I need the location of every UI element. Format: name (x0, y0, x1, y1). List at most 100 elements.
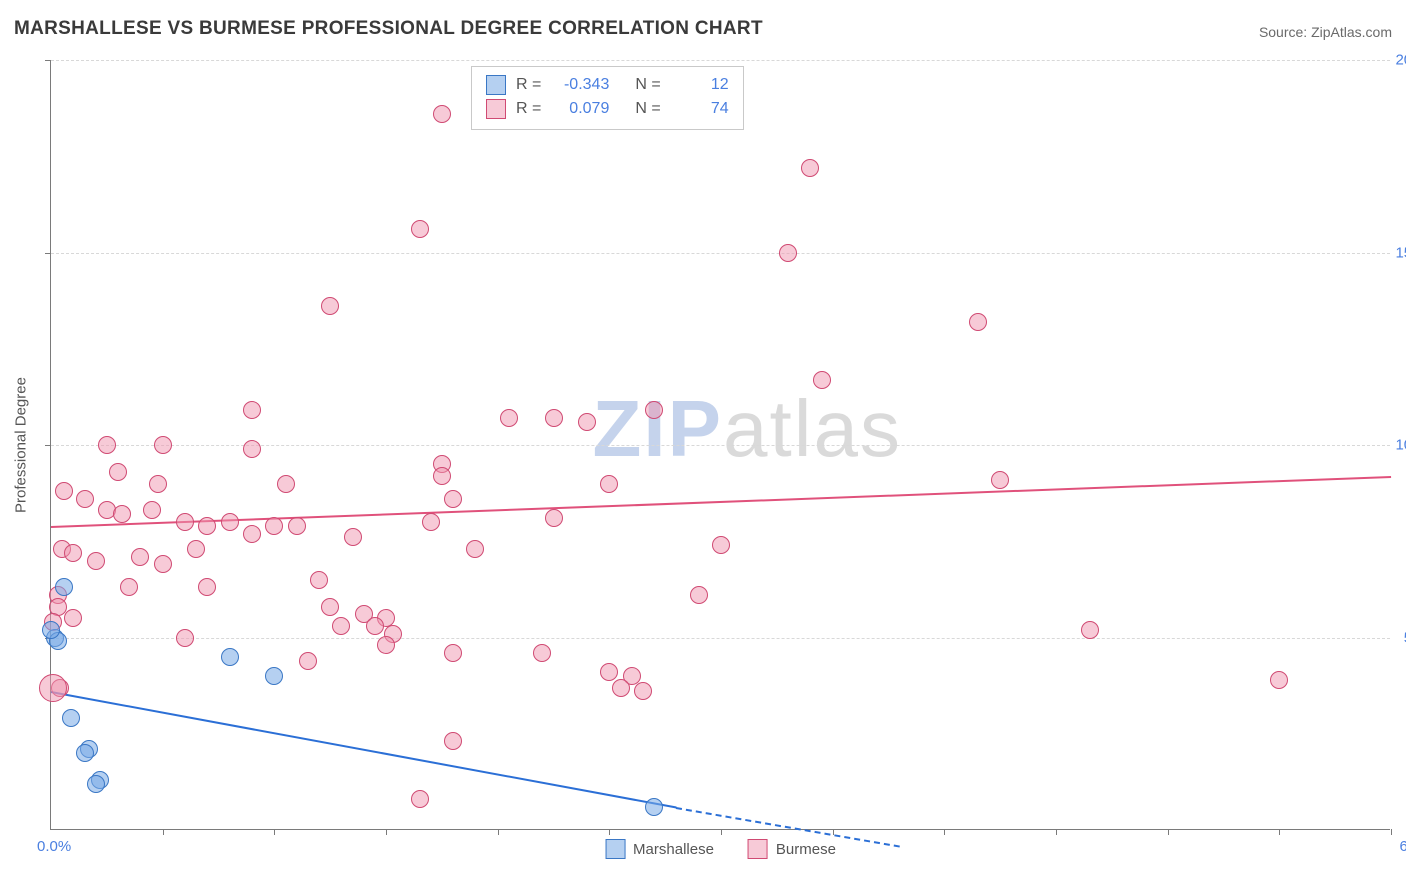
trend-line (51, 691, 677, 808)
series-legend: Marshallese Burmese (605, 839, 836, 859)
data-point-burmese (176, 513, 194, 531)
r-label: R = (516, 97, 541, 121)
data-point-burmese (113, 505, 131, 523)
data-point-burmese (243, 525, 261, 543)
data-point-burmese (87, 552, 105, 570)
x-tick (498, 829, 499, 835)
chart-source: Source: ZipAtlas.com (1259, 24, 1392, 40)
legend-item-burmese: Burmese (748, 839, 836, 859)
x-tick (1168, 829, 1169, 835)
data-point-burmese (176, 629, 194, 647)
y-tick-label: 5.0% (1382, 629, 1406, 646)
x-axis-origin-label: 0.0% (37, 838, 71, 855)
data-point-burmese (634, 682, 652, 700)
data-point-burmese (444, 732, 462, 750)
y-tick-label: 10.0% (1382, 437, 1406, 454)
data-point-burmese (187, 540, 205, 558)
data-point-burmese (154, 436, 172, 454)
data-point-burmese (64, 544, 82, 562)
data-point-burmese (969, 313, 987, 331)
data-point-burmese (198, 517, 216, 535)
data-point-marshallese (645, 798, 663, 816)
data-point-burmese (533, 644, 551, 662)
data-point-burmese (332, 617, 350, 635)
data-point-burmese (221, 513, 239, 531)
data-point-burmese (645, 401, 663, 419)
data-point-burmese (433, 467, 451, 485)
data-point-burmese (55, 482, 73, 500)
data-point-burmese (1270, 671, 1288, 689)
n-label: N = (635, 97, 660, 121)
legend-label: Burmese (776, 841, 836, 858)
trend-line (51, 476, 1391, 528)
data-point-burmese (288, 517, 306, 535)
data-point-burmese (411, 790, 429, 808)
data-point-burmese (545, 509, 563, 527)
r-label: R = (516, 73, 541, 97)
data-point-marshallese (76, 744, 94, 762)
x-tick (721, 829, 722, 835)
data-point-burmese (131, 548, 149, 566)
data-point-burmese (690, 586, 708, 604)
data-point-burmese (76, 490, 94, 508)
data-point-burmese (545, 409, 563, 427)
gridline (51, 638, 1390, 639)
data-point-burmese (779, 244, 797, 262)
r-value: 0.079 (551, 97, 609, 121)
legend-item-marshallese: Marshallese (605, 839, 714, 859)
data-point-burmese (321, 598, 339, 616)
swatch-burmese-icon (486, 99, 506, 119)
data-point-burmese (109, 463, 127, 481)
data-point-burmese (299, 652, 317, 670)
correlation-row-burmese: R = 0.079 N = 74 (486, 97, 729, 121)
data-point-burmese (444, 490, 462, 508)
y-tick-label: 15.0% (1382, 244, 1406, 261)
data-point-burmese (366, 617, 384, 635)
y-tick (45, 445, 51, 446)
y-axis-title: Professional Degree (13, 377, 30, 513)
x-tick (274, 829, 275, 835)
data-point-burmese (578, 413, 596, 431)
data-point-burmese (120, 578, 138, 596)
watermark-part2: atlas (723, 384, 902, 473)
data-point-burmese (712, 536, 730, 554)
correlation-row-marshallese: R = -0.343 N = 12 (486, 73, 729, 97)
data-point-burmese (64, 609, 82, 627)
swatch-marshallese-icon (486, 75, 506, 95)
gridline (51, 253, 1390, 254)
swatch-burmese-icon (748, 839, 768, 859)
data-point-burmese (600, 475, 618, 493)
chart-title: MARSHALLESE VS BURMESE PROFESSIONAL DEGR… (14, 18, 763, 40)
data-point-burmese (243, 401, 261, 419)
data-point-marshallese (87, 775, 105, 793)
data-point-burmese (612, 679, 630, 697)
data-point-burmese (265, 517, 283, 535)
x-tick (1279, 829, 1280, 835)
data-point-marshallese (55, 578, 73, 596)
x-tick (1391, 829, 1392, 835)
data-point-burmese (149, 475, 167, 493)
data-point-marshallese (265, 667, 283, 685)
n-value: 74 (671, 97, 729, 121)
data-point-burmese (154, 555, 172, 573)
watermark-part1: ZIP (593, 384, 723, 473)
data-point-burmese (813, 371, 831, 389)
x-tick (609, 829, 610, 835)
data-point-burmese (801, 159, 819, 177)
data-point-burmese (344, 528, 362, 546)
data-point-burmese (198, 578, 216, 596)
data-point-burmese (466, 540, 484, 558)
swatch-marshallese-icon (605, 839, 625, 859)
gridline (51, 60, 1390, 61)
x-axis-end-label: 60.0% (1399, 838, 1406, 855)
data-point-burmese (243, 440, 261, 458)
plot-area: Professional Degree ZIPatlas R = -0.343 … (50, 60, 1390, 830)
data-point-marshallese (42, 621, 60, 639)
data-point-burmese (991, 471, 1009, 489)
scatter-plot: Professional Degree ZIPatlas R = -0.343 … (50, 60, 1390, 830)
data-point-burmese (422, 513, 440, 531)
data-point-burmese (1081, 621, 1099, 639)
x-tick (386, 829, 387, 835)
data-point-burmese (444, 644, 462, 662)
x-tick (944, 829, 945, 835)
